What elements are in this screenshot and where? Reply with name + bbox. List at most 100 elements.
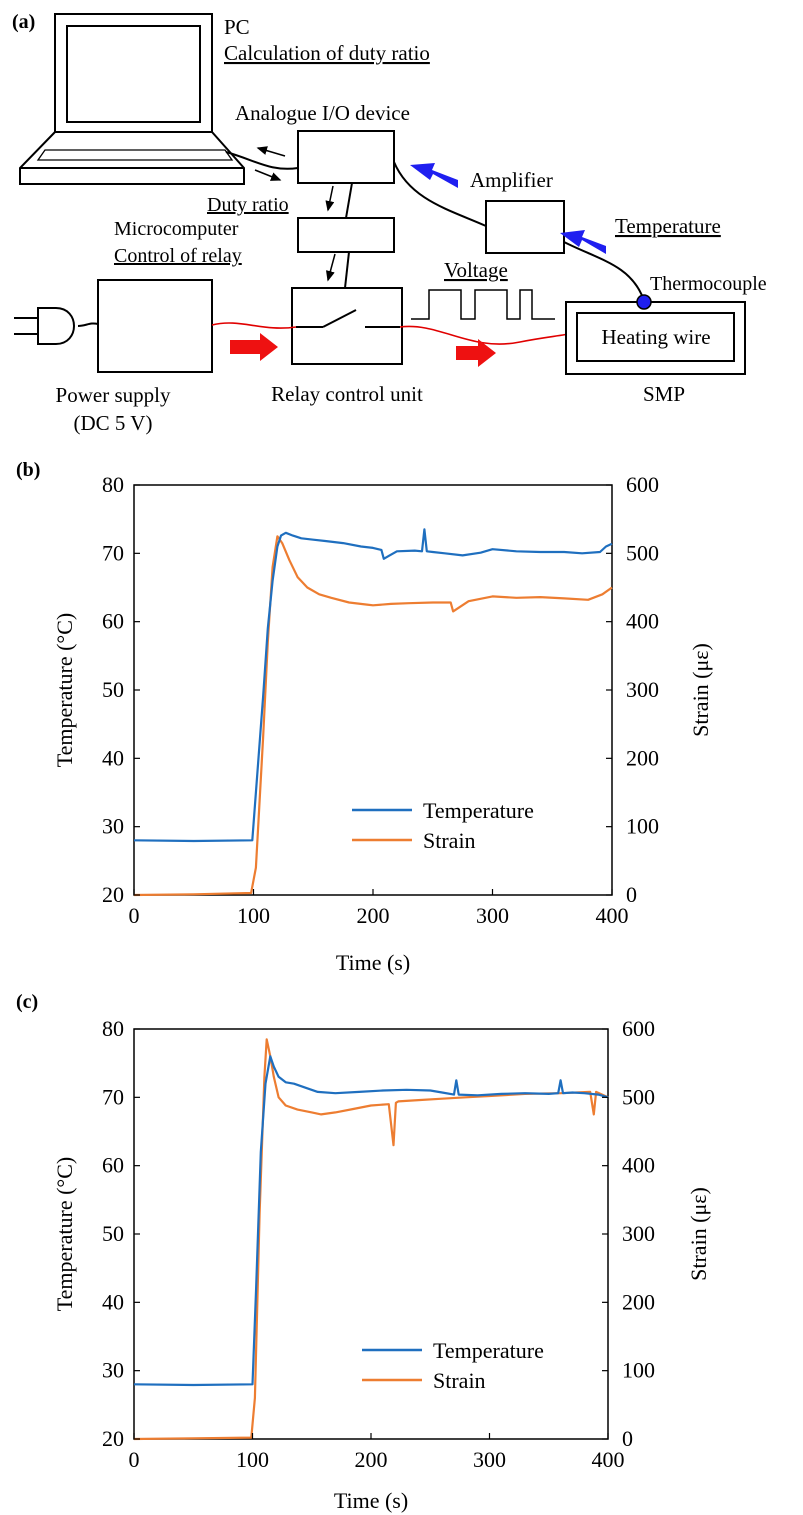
microcomputer-box [297, 217, 395, 253]
micro-relay-cable [344, 251, 350, 289]
power-arrow-1 [230, 333, 278, 361]
chart-c-panel: (c) 0 100 200 300 400 20 30 40 50 60 70 80 0 100 200 30… [16, 991, 711, 1513]
amplifier-box [485, 200, 565, 254]
power-arrow-2 [456, 339, 496, 367]
pc-function-label: Calculation of duty ratio [224, 41, 430, 65]
chart-b-ytick-label: 40 [102, 745, 124, 770]
chart-b-ticks: 0 100 200 300 400 20 30 40 50 60 70 80 0 100 200 300 400… [102, 472, 659, 928]
chart-b-y2tick-label: 600 [626, 472, 659, 497]
chart-c-xtick-label: 300 [473, 1447, 506, 1472]
thermocouple-amp-cable [563, 241, 644, 299]
chart-b-ytick-label: 50 [102, 677, 124, 702]
chart-c-legend: Temperature Strain [362, 1338, 544, 1393]
chart-c-ylabel: Temperature (°C) [52, 1157, 77, 1311]
chart-c-ytick-label: 60 [102, 1153, 124, 1178]
thermocouple-label: Thermocouple [650, 273, 767, 295]
panel-label-b: (b) [16, 459, 40, 481]
chart-b-y2tick-label: 200 [626, 745, 659, 770]
chart-c-y2tick-label: 600 [622, 1016, 655, 1041]
diagram-panel: (a) PC Calculation of duty ratio Analogu… [12, 11, 767, 435]
chart-b-xtick-label: 400 [596, 903, 629, 928]
chart-c-y2tick-label: 300 [622, 1221, 655, 1246]
signal-arrow-amp-io [410, 163, 458, 188]
chart-c-temperature-line [133, 1055, 609, 1387]
chart-b-frame [133, 484, 613, 896]
thermocouple-icon [636, 294, 652, 310]
chart-b-xtick-label: 300 [476, 903, 509, 928]
temperature-signal-label: Temperature [615, 214, 721, 238]
chart-c-ytick-label: 70 [102, 1084, 124, 1109]
pc-label: PC [224, 15, 250, 39]
chart-c-ytick-label: 50 [102, 1221, 124, 1246]
chart-b-ytick-label: 70 [102, 540, 124, 565]
chart-c-y2tick-label: 500 [622, 1084, 655, 1109]
chart-c-y2tick-label: 200 [622, 1289, 655, 1314]
chart-b-legend-strain: Strain [423, 828, 476, 853]
chart-b-xtick-label: 100 [237, 903, 270, 928]
chart-c-xtick-label: 400 [592, 1447, 625, 1472]
plug-icon [14, 307, 99, 345]
io-to-pc-arrow [256, 146, 286, 157]
chart-b-y2label: Strain (με) [688, 643, 713, 737]
chart-b-plot-area [133, 528, 613, 897]
chart-c-ytick-label: 40 [102, 1289, 124, 1314]
chart-b-temperature-line [133, 528, 613, 843]
io-device-box [297, 130, 395, 184]
chart-c-plot-area [133, 1038, 609, 1441]
chart-c-y2tick-label: 400 [622, 1153, 655, 1178]
chart-b-y2tick-label: 0 [626, 882, 637, 907]
chart-c-ytick-label: 30 [102, 1358, 124, 1383]
chart-c-y2tick-label: 0 [622, 1426, 633, 1451]
switch-icon [296, 309, 400, 328]
duty-ratio-arrow [325, 185, 335, 212]
power-line-supply-relay [211, 322, 297, 329]
chart-b-y2tick-label: 100 [626, 814, 659, 839]
panel-label-c: (c) [16, 991, 38, 1013]
chart-b-ytick-label: 80 [102, 472, 124, 497]
pc-to-io-arrow [254, 169, 282, 181]
chart-b-ytick-label: 60 [102, 609, 124, 634]
chart-b-strain-line [133, 535, 613, 897]
chart-c-ytick-label: 80 [102, 1016, 124, 1041]
chart-c-legend-temperature: Temperature [433, 1338, 544, 1363]
chart-b-y2tick-label: 500 [626, 540, 659, 565]
chart-c-xtick-label: 100 [236, 1447, 269, 1472]
io-micro-cable [345, 182, 353, 219]
chart-b-ylabel: Temperature (°C) [52, 613, 77, 767]
voltage-pulse-wave [411, 289, 555, 320]
chart-b-panel: (b) 0 100 200 300 400 20 30 40 50 60 70 80 0 100 200 30… [16, 459, 713, 975]
heating-wire-box [576, 312, 735, 362]
chart-b-ytick-label: 30 [102, 814, 124, 839]
power-supply-box [97, 279, 213, 373]
chart-b-ytick-label: 20 [102, 882, 124, 907]
chart-b-xlabel: Time (s) [336, 950, 410, 975]
chart-c-y2label: Strain (με) [686, 1187, 711, 1281]
chart-c-ytick-label: 20 [102, 1426, 124, 1451]
chart-c-ticks: 0 100 200 300 400 20 30 40 50 60 70 80 0 100 200 300 400… [102, 1016, 655, 1472]
duty-ratio-label: Duty ratio [207, 194, 289, 216]
power-line-relay-smp [399, 325, 575, 345]
control-arrow [325, 253, 336, 282]
smp-label: SMP [643, 382, 685, 406]
chart-b-y2tick-label: 300 [626, 677, 659, 702]
chart-c-legend-strain: Strain [433, 1368, 486, 1393]
amplifier-label: Amplifier [470, 168, 553, 192]
laptop-icon [19, 13, 245, 185]
voltage-label: Voltage [444, 258, 508, 282]
relay-label: Relay control unit [271, 382, 423, 406]
io-device-label: Analogue I/O device [235, 101, 410, 125]
chart-b-xtick-label: 0 [129, 903, 140, 928]
chart-b-xtick-label: 200 [357, 903, 390, 928]
chart-c-xlabel: Time (s) [334, 1488, 408, 1513]
power-supply-label: Power supply [56, 383, 171, 407]
heating-wire-label: Heating wire [601, 325, 710, 349]
chart-c-y2tick-label: 100 [622, 1358, 655, 1383]
power-supply-spec-label: (DC 5 V) [74, 411, 153, 435]
microcomputer-label: Microcomputer [114, 218, 239, 240]
chart-c-xtick-label: 0 [129, 1447, 140, 1472]
chart-b-y2tick-label: 400 [626, 609, 659, 634]
amp-io-cable [393, 161, 487, 227]
chart-b-legend: Temperature Strain [352, 798, 534, 853]
chart-b-legend-temperature: Temperature [423, 798, 534, 823]
